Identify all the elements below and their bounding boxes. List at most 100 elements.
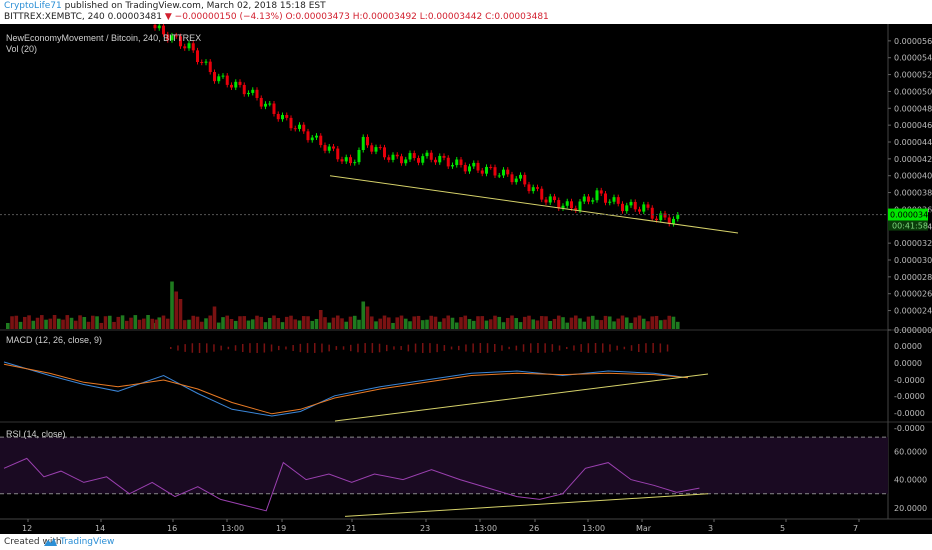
volume-bar bbox=[552, 318, 557, 329]
candle-body bbox=[425, 152, 429, 157]
chart-area[interactable]: 0.00005600 0.00005400 0.00005200 0.00005000… bbox=[0, 24, 932, 534]
candle-body bbox=[306, 131, 310, 141]
candle-body bbox=[327, 146, 331, 151]
candle-body bbox=[531, 187, 535, 192]
macd-histogram-bar bbox=[494, 343, 496, 353]
candle-body bbox=[480, 170, 484, 174]
price-tick-label: 0.00004000 bbox=[894, 172, 932, 181]
candle-body bbox=[497, 175, 501, 177]
macd-histogram-bar bbox=[472, 343, 474, 353]
published-text: published on TradingView.com, March 02, … bbox=[64, 1, 326, 11]
candle-body bbox=[412, 153, 416, 159]
volume-bar bbox=[565, 322, 570, 329]
macd-histogram-bar bbox=[378, 343, 381, 353]
volume-bar bbox=[488, 319, 493, 329]
macd-histogram-bar bbox=[580, 344, 582, 352]
candle-body bbox=[536, 187, 539, 189]
rsi-tick-label: 20.0000 bbox=[894, 504, 927, 513]
rsi-line bbox=[3, 457, 700, 512]
candle-body bbox=[506, 169, 510, 175]
macd-histogram-bar bbox=[508, 346, 510, 350]
volume-bar bbox=[61, 319, 65, 329]
macd-tick-label: -0.0000 bbox=[894, 392, 925, 401]
candle-body bbox=[310, 137, 314, 141]
candle-body bbox=[608, 201, 612, 203]
volume-bar bbox=[607, 316, 612, 329]
candle-body bbox=[655, 218, 658, 221]
candle-body bbox=[166, 34, 170, 41]
time-tick-label: 23 bbox=[420, 524, 430, 533]
macd-histogram-bar bbox=[400, 346, 402, 350]
macd-histogram-bar bbox=[544, 343, 546, 353]
macd-histogram-bar bbox=[566, 346, 568, 350]
chart-canvas[interactable]: 0.00005600 0.00005400 0.00005200 0.00005000… bbox=[0, 24, 932, 534]
macd-histogram-bar bbox=[184, 344, 186, 352]
macd-histogram-bar bbox=[242, 343, 244, 353]
candle-body bbox=[595, 190, 599, 201]
time-tick-label: 21 bbox=[346, 524, 356, 533]
macd-tick-label: -0.0000 bbox=[894, 376, 925, 385]
candle-body bbox=[404, 159, 408, 164]
candle-body bbox=[421, 156, 425, 163]
macd-histogram-bar bbox=[393, 346, 395, 350]
macd-histogram-bar bbox=[170, 347, 172, 349]
symbol-price: BITTREX:XEMBTC, 240 0.00003481 bbox=[4, 12, 163, 22]
volume-bar bbox=[603, 315, 608, 329]
macd-histogram-bar bbox=[220, 345, 222, 351]
volume-bar bbox=[129, 317, 133, 329]
tradingview-brand-link[interactable]: TradingView bbox=[60, 537, 115, 547]
candle-body bbox=[225, 75, 229, 85]
volume-bar bbox=[382, 315, 387, 329]
candle-body bbox=[170, 35, 174, 41]
author-link[interactable]: CryptoLife71 bbox=[4, 1, 62, 11]
macd-histogram-bar bbox=[213, 344, 215, 352]
candle-body bbox=[272, 103, 276, 114]
candle-body bbox=[468, 166, 471, 172]
candle-body bbox=[370, 145, 374, 152]
macd-histogram-bar bbox=[602, 343, 604, 353]
volume-bar bbox=[459, 317, 463, 329]
volume-bar bbox=[518, 322, 523, 329]
macd-histogram-bar bbox=[227, 346, 230, 350]
candle-body bbox=[268, 103, 272, 105]
macd-histogram-bar bbox=[191, 343, 194, 353]
volume-bar bbox=[120, 315, 125, 329]
volume-bar bbox=[544, 316, 548, 329]
candle-body bbox=[366, 136, 369, 146]
candle-body bbox=[395, 154, 399, 157]
volume-bar bbox=[195, 316, 200, 329]
volume-bar bbox=[616, 318, 621, 329]
chart-header: CryptoLife71 published on TradingView.co… bbox=[0, 0, 932, 24]
macd-histogram-bar bbox=[522, 344, 525, 352]
macd-histogram-bar bbox=[263, 343, 266, 353]
volume-bar bbox=[233, 320, 238, 329]
macd-histogram-bar bbox=[443, 345, 446, 351]
macd-histogram-bar bbox=[342, 346, 345, 350]
tradingview-logo-icon[interactable] bbox=[44, 538, 57, 546]
candle-body bbox=[374, 147, 378, 152]
candle-body bbox=[625, 205, 629, 212]
macd-histogram-bar bbox=[530, 343, 532, 353]
price-tick-label: 0.00002600 bbox=[894, 290, 932, 299]
rsi-tick-label: 60.0000 bbox=[894, 447, 927, 456]
candle-body bbox=[293, 128, 297, 130]
macd-histogram-bar bbox=[458, 345, 460, 351]
macd-histogram-bar bbox=[630, 345, 633, 351]
candle-body bbox=[302, 124, 306, 132]
footer: Created with TradingView bbox=[0, 534, 932, 550]
volume-bar bbox=[191, 315, 196, 329]
volume-bar bbox=[165, 318, 170, 329]
candle-body bbox=[442, 155, 446, 158]
volume-bar bbox=[108, 315, 112, 329]
volume-bar bbox=[467, 319, 472, 329]
volume-bar bbox=[289, 315, 293, 329]
time-tick-label: 3 bbox=[708, 524, 713, 533]
macd-histogram-bar bbox=[429, 343, 431, 353]
macd-tick-label: -0.0000 bbox=[894, 409, 925, 418]
volume-bar bbox=[650, 316, 655, 329]
volume-bar bbox=[178, 299, 183, 329]
volume-bar bbox=[535, 320, 540, 329]
rsi-tick-label: 40.0000 bbox=[894, 476, 927, 485]
volume-bar bbox=[212, 306, 217, 329]
volume-bar bbox=[174, 291, 179, 329]
